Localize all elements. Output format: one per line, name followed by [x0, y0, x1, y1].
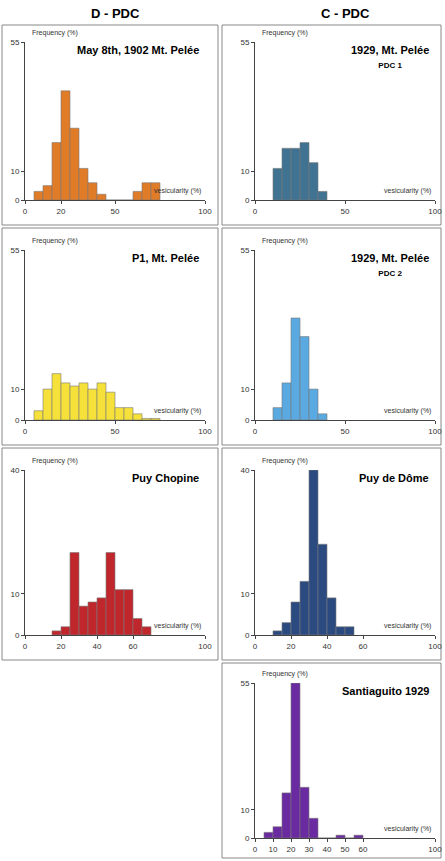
svg-text:May 8th, 1902 Mt. Pelée: May 8th, 1902 Mt. Pelée — [77, 44, 199, 56]
svg-text:10: 10 — [10, 167, 19, 176]
svg-text:55: 55 — [240, 38, 249, 47]
svg-text:40: 40 — [240, 466, 249, 475]
svg-text:0: 0 — [253, 207, 258, 216]
svg-text:0: 0 — [245, 834, 250, 843]
svg-text:60: 60 — [359, 642, 368, 651]
svg-text:100: 100 — [198, 207, 212, 216]
svg-text:Santiaguito 1929: Santiaguito 1929 — [342, 685, 429, 697]
svg-text:0: 0 — [253, 427, 258, 436]
svg-text:0: 0 — [245, 196, 250, 205]
svg-text:100: 100 — [198, 427, 212, 436]
svg-text:20: 20 — [287, 845, 296, 854]
svg-text:1929, Mt. PeléePDC 2: 1929, Mt. PeléePDC 2 — [351, 252, 429, 278]
svg-text:vesicularity (%): vesicularity (%) — [384, 825, 431, 833]
svg-text:D - PDC: D - PDC — [91, 6, 140, 21]
svg-text:50: 50 — [111, 207, 120, 216]
svg-text:Frequency (%): Frequency (%) — [262, 670, 308, 678]
svg-text:60: 60 — [129, 642, 138, 651]
svg-text:0: 0 — [245, 416, 250, 425]
svg-text:60: 60 — [359, 845, 368, 854]
svg-text:10: 10 — [240, 385, 249, 394]
svg-text:30: 30 — [305, 845, 314, 854]
svg-text:40: 40 — [93, 642, 102, 651]
svg-text:vesicularity (%): vesicularity (%) — [154, 407, 201, 415]
svg-text:0: 0 — [245, 631, 250, 640]
svg-text:Frequency (%): Frequency (%) — [262, 457, 308, 465]
svg-text:0: 0 — [15, 196, 20, 205]
svg-text:Frequency (%): Frequency (%) — [262, 237, 308, 245]
svg-text:50: 50 — [341, 207, 350, 216]
svg-text:40: 40 — [10, 466, 19, 475]
svg-text:0: 0 — [15, 416, 20, 425]
svg-text:0: 0 — [15, 631, 20, 640]
svg-text:Frequency (%): Frequency (%) — [32, 237, 78, 245]
svg-text:10: 10 — [269, 845, 278, 854]
svg-text:Puy de Dôme: Puy de Dôme — [359, 472, 429, 484]
svg-text:50: 50 — [111, 427, 120, 436]
svg-text:0: 0 — [253, 642, 258, 651]
svg-text:0: 0 — [253, 845, 258, 854]
svg-text:Frequency (%): Frequency (%) — [32, 29, 78, 37]
svg-text:55: 55 — [240, 246, 249, 255]
svg-text:10: 10 — [10, 385, 19, 394]
svg-text:100: 100 — [428, 642, 442, 651]
svg-text:0: 0 — [23, 207, 28, 216]
svg-text:55: 55 — [240, 679, 249, 688]
svg-text:10: 10 — [240, 590, 249, 599]
svg-text:10: 10 — [240, 167, 249, 176]
svg-text:vesicularity (%): vesicularity (%) — [154, 622, 201, 630]
svg-text:C - PDC: C - PDC — [321, 6, 370, 21]
svg-text:vesicularity (%): vesicularity (%) — [384, 187, 431, 195]
svg-text:P1, Mt. Pelée: P1, Mt. Pelée — [132, 252, 199, 264]
svg-text:10: 10 — [10, 590, 19, 599]
svg-text:Frequency (%): Frequency (%) — [262, 29, 308, 37]
svg-text:0: 0 — [23, 642, 28, 651]
svg-text:50: 50 — [341, 427, 350, 436]
svg-text:20: 20 — [57, 207, 66, 216]
svg-text:55: 55 — [10, 38, 19, 47]
svg-text:100: 100 — [428, 427, 442, 436]
svg-text:Frequency (%): Frequency (%) — [32, 457, 78, 465]
svg-text:20: 20 — [57, 642, 66, 651]
svg-text:100: 100 — [198, 642, 212, 651]
svg-text:vesicularity (%): vesicularity (%) — [384, 622, 431, 630]
svg-text:40: 40 — [323, 642, 332, 651]
svg-text:vesicularity (%): vesicularity (%) — [384, 407, 431, 415]
svg-text:20: 20 — [287, 642, 296, 651]
svg-text:vesicularity (%): vesicularity (%) — [154, 187, 201, 195]
svg-text:50: 50 — [341, 845, 350, 854]
svg-text:40: 40 — [323, 845, 332, 854]
svg-text:100: 100 — [428, 207, 442, 216]
svg-text:0: 0 — [23, 427, 28, 436]
svg-text:55: 55 — [10, 246, 19, 255]
svg-text:100: 100 — [428, 845, 442, 854]
svg-text:Puy Chopine: Puy Chopine — [132, 472, 199, 484]
svg-text:10: 10 — [240, 806, 249, 815]
svg-text:1929, Mt. PeléePDC 1: 1929, Mt. PeléePDC 1 — [351, 44, 429, 70]
